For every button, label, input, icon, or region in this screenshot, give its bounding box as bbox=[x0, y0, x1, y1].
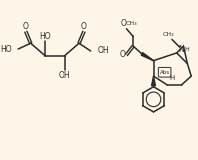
Text: O: O bbox=[121, 19, 127, 28]
Text: HO: HO bbox=[39, 32, 51, 41]
Text: OH: OH bbox=[97, 47, 109, 56]
Text: HO: HO bbox=[1, 44, 12, 54]
FancyBboxPatch shape bbox=[158, 67, 171, 77]
Text: CH₃: CH₃ bbox=[162, 32, 174, 37]
Polygon shape bbox=[141, 53, 153, 61]
Text: O: O bbox=[23, 22, 29, 31]
Text: H: H bbox=[169, 75, 174, 81]
Text: N: N bbox=[179, 44, 184, 54]
Text: O: O bbox=[81, 22, 87, 31]
Polygon shape bbox=[152, 76, 155, 86]
Text: Abs: Abs bbox=[160, 70, 170, 75]
Text: CH₃: CH₃ bbox=[126, 21, 137, 26]
Text: H: H bbox=[184, 47, 189, 52]
Text: OH: OH bbox=[59, 71, 70, 80]
Text: O: O bbox=[120, 50, 126, 59]
